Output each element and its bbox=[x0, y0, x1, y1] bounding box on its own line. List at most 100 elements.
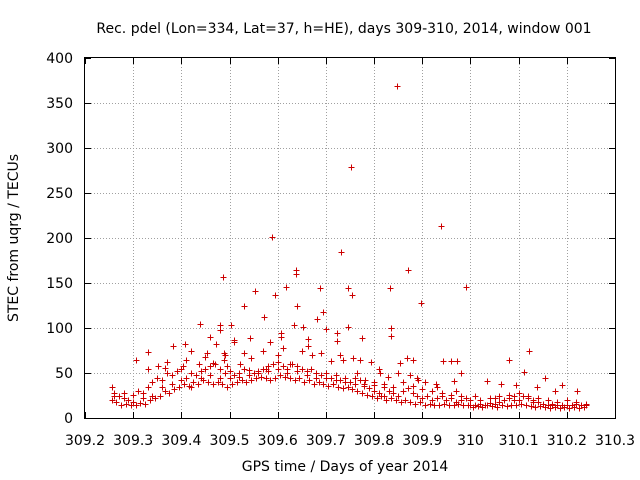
data-point bbox=[433, 381, 440, 388]
data-point bbox=[506, 357, 513, 364]
axis-ticks bbox=[85, 58, 616, 419]
data-point bbox=[270, 361, 277, 368]
data-point bbox=[260, 348, 267, 355]
data-point bbox=[438, 223, 445, 230]
data-point bbox=[275, 366, 282, 373]
data-point bbox=[280, 363, 287, 370]
data-point bbox=[359, 335, 366, 342]
data-point bbox=[164, 359, 171, 366]
data-point bbox=[162, 388, 169, 395]
data-point bbox=[393, 397, 400, 404]
data-point bbox=[265, 368, 272, 375]
data-point bbox=[323, 375, 330, 382]
data-point bbox=[381, 381, 388, 388]
x-tick-label: 310 bbox=[457, 433, 484, 449]
data-point bbox=[374, 395, 381, 402]
data-point bbox=[169, 372, 176, 379]
data-point bbox=[145, 384, 152, 391]
data-point bbox=[547, 405, 554, 412]
data-point bbox=[489, 403, 496, 410]
data-point bbox=[348, 164, 355, 171]
data-point bbox=[289, 361, 296, 368]
x-tick-label: 310.2 bbox=[547, 433, 587, 449]
data-point bbox=[280, 345, 287, 352]
data-point bbox=[234, 379, 241, 386]
data-point bbox=[498, 381, 505, 388]
data-point bbox=[207, 372, 214, 379]
y-tick-label: 400 bbox=[46, 51, 73, 67]
data-point bbox=[222, 352, 229, 359]
data-point bbox=[371, 388, 378, 395]
data-point bbox=[231, 372, 238, 379]
data-point bbox=[237, 361, 244, 368]
data-point bbox=[357, 357, 364, 364]
data-point bbox=[405, 385, 412, 392]
data-point bbox=[269, 234, 276, 241]
data-point bbox=[328, 358, 335, 365]
data-point bbox=[552, 388, 559, 395]
data-point bbox=[135, 388, 142, 395]
data-point bbox=[532, 404, 539, 411]
data-point bbox=[549, 401, 556, 408]
data-point bbox=[109, 384, 116, 391]
data-point bbox=[248, 377, 255, 384]
data-point bbox=[434, 395, 441, 402]
data-point bbox=[394, 83, 401, 90]
data-point bbox=[309, 352, 316, 359]
data-point bbox=[501, 397, 508, 404]
data-point bbox=[294, 303, 301, 310]
data-point bbox=[424, 393, 431, 400]
data-point bbox=[371, 379, 378, 386]
data-point bbox=[395, 393, 402, 400]
data-point bbox=[316, 379, 323, 386]
data-point bbox=[207, 334, 214, 341]
x-axis-label: GPS time / Days of year 2014 bbox=[242, 459, 449, 475]
data-point bbox=[448, 358, 455, 365]
data-point bbox=[463, 284, 470, 291]
data-point bbox=[305, 343, 312, 350]
data-point bbox=[255, 370, 262, 377]
data-point bbox=[109, 397, 116, 404]
data-point bbox=[284, 370, 291, 377]
grid-lines bbox=[85, 58, 615, 418]
data-point bbox=[272, 292, 279, 299]
data-point bbox=[236, 374, 243, 381]
data-point bbox=[291, 322, 298, 329]
data-point bbox=[219, 381, 226, 388]
data-point bbox=[427, 401, 434, 408]
data-point bbox=[573, 399, 580, 406]
data-point bbox=[314, 316, 321, 323]
y-axis-label: STEC from uqrg / TECUs bbox=[6, 154, 22, 322]
data-point bbox=[350, 355, 357, 362]
data-point bbox=[308, 366, 315, 373]
data-point bbox=[212, 361, 219, 368]
data-point bbox=[305, 336, 312, 343]
data-point bbox=[247, 335, 254, 342]
data-point bbox=[385, 374, 392, 381]
data-point bbox=[454, 358, 461, 365]
data-points bbox=[109, 83, 590, 412]
data-point bbox=[313, 375, 320, 382]
data-point bbox=[361, 381, 368, 388]
data-point bbox=[388, 395, 395, 402]
data-point bbox=[145, 366, 152, 373]
data-point bbox=[241, 366, 248, 373]
data-point bbox=[171, 386, 178, 393]
data-point bbox=[137, 400, 144, 407]
data-point bbox=[542, 375, 549, 382]
data-point bbox=[530, 399, 537, 406]
data-point bbox=[229, 381, 236, 388]
data-point bbox=[569, 402, 576, 409]
data-point bbox=[422, 402, 429, 409]
data-point bbox=[342, 379, 349, 386]
data-point bbox=[357, 377, 364, 384]
data-point bbox=[377, 370, 384, 377]
data-point bbox=[318, 372, 325, 379]
data-point bbox=[477, 397, 484, 404]
data-point bbox=[304, 372, 311, 379]
chart-title: Rec. pdel (Lon=334, Lat=37, h=HE), days … bbox=[96, 21, 591, 37]
data-point bbox=[441, 401, 448, 408]
data-point bbox=[217, 375, 224, 382]
data-point bbox=[164, 370, 171, 377]
data-point bbox=[183, 357, 190, 364]
